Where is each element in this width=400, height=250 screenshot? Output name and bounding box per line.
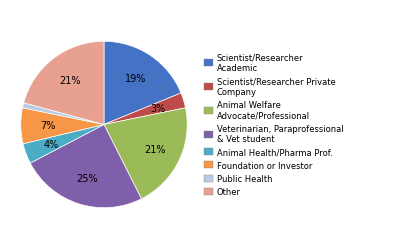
Wedge shape	[23, 125, 104, 164]
Wedge shape	[104, 42, 181, 125]
Text: 3%: 3%	[150, 104, 166, 114]
Wedge shape	[21, 108, 104, 144]
Wedge shape	[104, 108, 187, 199]
Wedge shape	[104, 94, 186, 125]
Text: 7%: 7%	[40, 121, 55, 131]
Text: 4%: 4%	[43, 140, 59, 150]
Wedge shape	[30, 125, 142, 208]
Text: 25%: 25%	[76, 174, 98, 184]
Wedge shape	[22, 103, 104, 125]
Text: 21%: 21%	[144, 144, 166, 154]
Wedge shape	[24, 42, 104, 125]
Text: 21%: 21%	[59, 75, 80, 85]
Legend: Scientist/Researcher
Academic, Scientist/Researcher Private
Company, Animal Welf: Scientist/Researcher Academic, Scientist…	[202, 52, 345, 198]
Text: 19%: 19%	[125, 73, 146, 83]
